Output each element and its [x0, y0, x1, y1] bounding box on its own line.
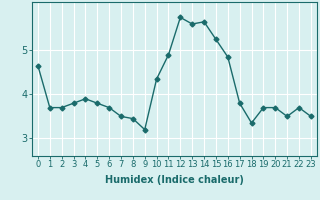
X-axis label: Humidex (Indice chaleur): Humidex (Indice chaleur) [105, 175, 244, 185]
